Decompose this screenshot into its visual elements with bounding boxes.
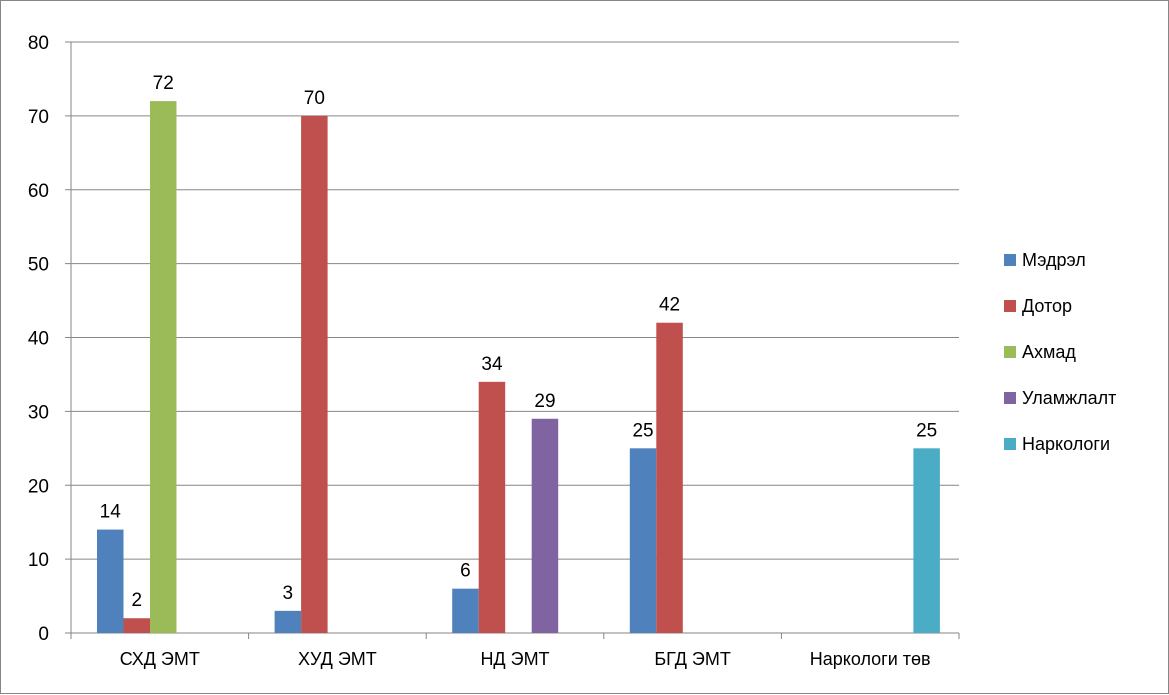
category-label: Наркологи төв: [810, 649, 931, 669]
bar: [656, 322, 683, 633]
legend-swatch: [1004, 438, 1016, 450]
bar: [478, 381, 506, 633]
legend-label: Мэдрэл: [1022, 250, 1086, 270]
data-label: 25: [916, 420, 937, 441]
bar: [452, 588, 479, 633]
legend-label: Дотор: [1022, 296, 1072, 316]
data-label: 14: [100, 502, 122, 523]
category-label: СХД ЭМТ: [120, 649, 200, 669]
legend: Мэдрэл Дотор Ахмад Уламжлалт Наркологи: [1004, 250, 1116, 454]
data-label: 34: [481, 354, 503, 375]
category-label: НД ЭМТ: [480, 649, 549, 669]
legend-label: Уламжлалт: [1022, 388, 1116, 408]
y-tick-label: 40: [28, 329, 49, 350]
bar: [301, 115, 328, 633]
axes: 0 10 20 30 40 50 60 70 80 СХД ЭМТ ХУД ЭМТ НД ЭМТ БГД…: [28, 33, 960, 669]
legend-swatch: [1004, 300, 1016, 312]
y-tick-label: 60: [28, 181, 49, 202]
legend-swatch: [1004, 254, 1016, 266]
data-label: 29: [534, 391, 555, 412]
y-tick-label: 20: [28, 476, 49, 497]
y-tick-label: 10: [28, 550, 49, 571]
bar: [531, 418, 559, 633]
gridlines: [71, 41, 959, 560]
data-label: 25: [632, 420, 653, 441]
y-tick-label: 70: [28, 107, 49, 128]
data-label: 72: [153, 73, 174, 94]
data-label: 6: [460, 561, 471, 582]
bar: [150, 101, 177, 634]
bar: [913, 448, 940, 633]
bars: [97, 101, 940, 634]
category-label: ХУД ЭМТ: [298, 649, 377, 669]
y-tick-label: 0: [38, 624, 49, 645]
y-tick-label: 50: [28, 255, 49, 276]
legend-swatch: [1004, 346, 1016, 358]
data-label: 2: [131, 590, 142, 611]
data-labels: 14 3 6 25 2 70 34 42 72 29 25: [100, 73, 938, 611]
legend-swatch: [1004, 392, 1016, 404]
bar: [97, 529, 124, 633]
data-label: 3: [283, 583, 294, 604]
y-tick-label: 30: [28, 402, 49, 423]
category-label: БГД ЭМТ: [654, 649, 730, 669]
legend-label: Ахмад: [1022, 342, 1076, 362]
legend-label: Наркологи: [1022, 434, 1110, 454]
bar: [123, 618, 150, 633]
bar: [274, 610, 302, 633]
data-label: 70: [304, 88, 325, 109]
y-tick-label: 80: [28, 33, 49, 54]
data-label: 42: [659, 295, 680, 316]
bar: [629, 448, 657, 633]
